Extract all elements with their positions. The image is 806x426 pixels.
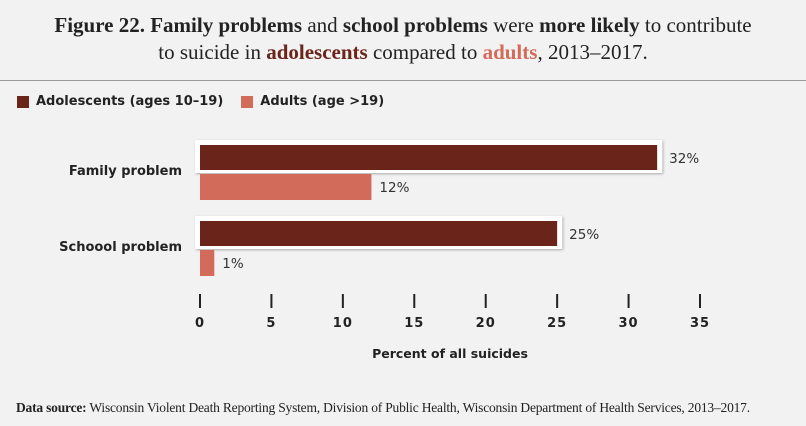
legend-label-adults: Adults (age >19) (260, 94, 385, 109)
x-tick-label: 10 (333, 316, 353, 331)
title-segment: , 2013–2017. (537, 40, 648, 64)
category-label: Family problem (69, 164, 182, 179)
title-segment: to suicide in (158, 40, 267, 64)
x-tick-label: 5 (266, 316, 276, 331)
data-label: 12% (379, 180, 409, 196)
x-tick-label: 15 (404, 316, 424, 331)
data-source: Data source: Wisconsin Violent Death Rep… (16, 400, 750, 416)
title-segment: adults (482, 40, 538, 64)
x-axis-label: Percent of all suicides (372, 346, 528, 361)
x-tick-label: 35 (690, 316, 710, 331)
legend: Adolescents (ages 10–19) Adults (age >19… (17, 94, 402, 109)
data-source-text: Wisconsin Violent Death Reporting System… (86, 400, 750, 415)
title-segment: compared to (367, 40, 483, 64)
legend-item-adolescents: Adolescents (ages 10–19) (17, 94, 223, 109)
x-tick-label: 0 (195, 316, 205, 331)
x-tick-label: 20 (476, 316, 496, 331)
title-segment: were (487, 13, 540, 37)
title-line-2: to suicide in adolescents compared to ad… (0, 39, 806, 66)
title-segment: Figure 22. Family problems (54, 13, 303, 37)
legend-label-adolescents: Adolescents (ages 10–19) (36, 94, 224, 109)
legend-swatch-adolescents (17, 95, 29, 108)
legend-swatch-adults (241, 95, 254, 108)
x-tick-label: 25 (547, 316, 567, 331)
bar-adolescents (200, 145, 658, 170)
data-source-label: Data source: (16, 400, 87, 415)
legend-item-adults: Adults (age >19) (241, 94, 384, 109)
chart-title: Figure 22. Family problems and school pr… (0, 12, 806, 66)
title-segment: more likely (539, 13, 640, 37)
title-segment: school problems (342, 13, 488, 37)
x-tick-label: 30 (619, 316, 639, 331)
title-line-1: Figure 22. Family problems and school pr… (0, 12, 806, 39)
data-label: 25% (569, 227, 599, 243)
title-divider (0, 80, 806, 81)
title-segment: to contribute (639, 13, 752, 37)
bar-adolescents (200, 221, 558, 246)
bar-adults (200, 174, 372, 200)
data-label: 32% (669, 151, 699, 167)
data-label: 1% (222, 256, 244, 272)
bar-adults (200, 250, 215, 276)
category-label: Schoool problem (59, 240, 182, 255)
title-segment: and (302, 13, 343, 37)
title-segment: adolescents (266, 40, 368, 64)
